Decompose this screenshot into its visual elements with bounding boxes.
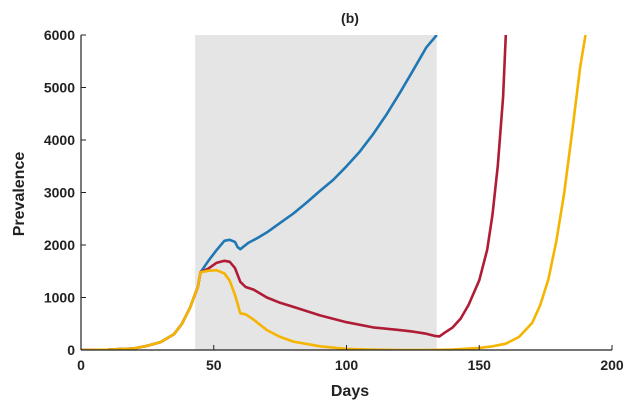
y-tick-label: 4000 [44, 132, 75, 148]
x-tick-label: 100 [335, 357, 359, 373]
y-tick-label: 6000 [44, 27, 75, 43]
chart-title: (b) [341, 10, 359, 26]
x-axis-title: Days [331, 383, 369, 400]
x-tick-label: 50 [206, 357, 222, 373]
y-tick-label: 0 [67, 342, 75, 358]
x-tick-label: 150 [468, 357, 492, 373]
y-tick-label: 1000 [44, 290, 75, 306]
y-tick-label: 2000 [44, 237, 75, 253]
x-tick-label: 200 [600, 357, 624, 373]
y-tick-label: 3000 [44, 185, 75, 201]
shaded-region [195, 35, 437, 350]
series-line-3 [81, 35, 587, 350]
x-tick-label: 0 [77, 357, 85, 373]
y-axis-title: Prevalence [11, 152, 28, 237]
y-tick-label: 5000 [44, 80, 75, 96]
